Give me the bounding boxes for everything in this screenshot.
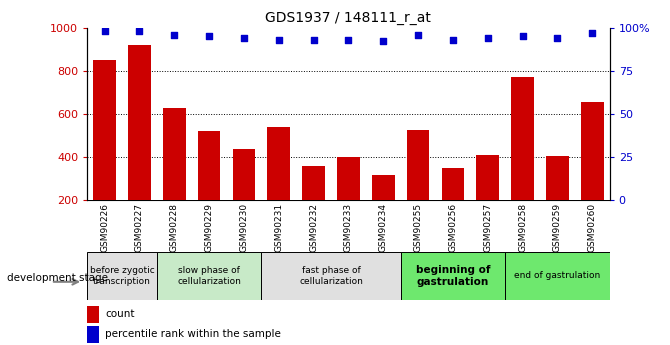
Point xyxy=(169,32,180,37)
Point xyxy=(413,32,423,37)
Text: GSM90260: GSM90260 xyxy=(588,203,597,252)
Text: percentile rank within the sample: percentile rank within the sample xyxy=(105,329,281,339)
Bar xyxy=(93,60,116,200)
Bar xyxy=(337,157,360,200)
Bar xyxy=(476,155,499,200)
Bar xyxy=(581,102,604,200)
Bar xyxy=(198,131,220,200)
Bar xyxy=(232,149,255,200)
Bar xyxy=(401,252,505,300)
Bar xyxy=(511,77,534,200)
Title: GDS1937 / 148111_r_at: GDS1937 / 148111_r_at xyxy=(265,11,431,25)
Bar xyxy=(87,306,98,323)
Text: development stage: development stage xyxy=(7,273,108,283)
Bar xyxy=(157,252,261,300)
Point xyxy=(482,35,493,41)
Text: GSM90227: GSM90227 xyxy=(135,203,144,252)
Text: count: count xyxy=(105,309,135,319)
Point xyxy=(273,37,284,42)
Point xyxy=(99,28,110,34)
Point xyxy=(587,30,598,36)
Text: GSM90228: GSM90228 xyxy=(170,203,179,252)
Text: GSM90231: GSM90231 xyxy=(274,203,283,252)
Point xyxy=(517,33,528,39)
Point xyxy=(134,28,145,34)
Point xyxy=(239,35,249,41)
Bar xyxy=(546,156,569,200)
Text: GSM90234: GSM90234 xyxy=(379,203,388,252)
Bar xyxy=(302,166,325,200)
Point xyxy=(343,37,354,42)
Text: GSM90255: GSM90255 xyxy=(413,203,423,252)
Bar xyxy=(87,252,157,300)
Text: GSM90257: GSM90257 xyxy=(483,203,492,252)
Text: GSM90256: GSM90256 xyxy=(448,203,458,252)
Bar xyxy=(505,252,610,300)
Text: GSM90226: GSM90226 xyxy=(100,203,109,252)
Text: GSM90232: GSM90232 xyxy=(309,203,318,252)
Text: beginning of
gastrulation: beginning of gastrulation xyxy=(415,265,490,287)
Text: GSM90258: GSM90258 xyxy=(518,203,527,252)
Text: before zygotic
transcription: before zygotic transcription xyxy=(90,266,154,286)
Point xyxy=(308,37,319,42)
Bar xyxy=(267,127,290,200)
Text: GSM90230: GSM90230 xyxy=(239,203,249,252)
Bar xyxy=(407,130,429,200)
Point xyxy=(552,35,563,41)
Text: end of gastrulation: end of gastrulation xyxy=(515,272,600,280)
Bar xyxy=(128,45,151,200)
Text: GSM90229: GSM90229 xyxy=(204,203,214,252)
Bar xyxy=(261,252,401,300)
Point xyxy=(204,33,214,39)
Text: slow phase of
cellularization: slow phase of cellularization xyxy=(177,266,241,286)
Text: GSM90233: GSM90233 xyxy=(344,203,353,252)
Bar xyxy=(442,168,464,200)
Point xyxy=(378,39,389,44)
Bar xyxy=(163,108,186,200)
Text: GSM90259: GSM90259 xyxy=(553,203,562,252)
Text: fast phase of
cellularization: fast phase of cellularization xyxy=(299,266,363,286)
Bar xyxy=(87,326,98,343)
Bar xyxy=(372,175,395,200)
Point xyxy=(448,37,458,42)
